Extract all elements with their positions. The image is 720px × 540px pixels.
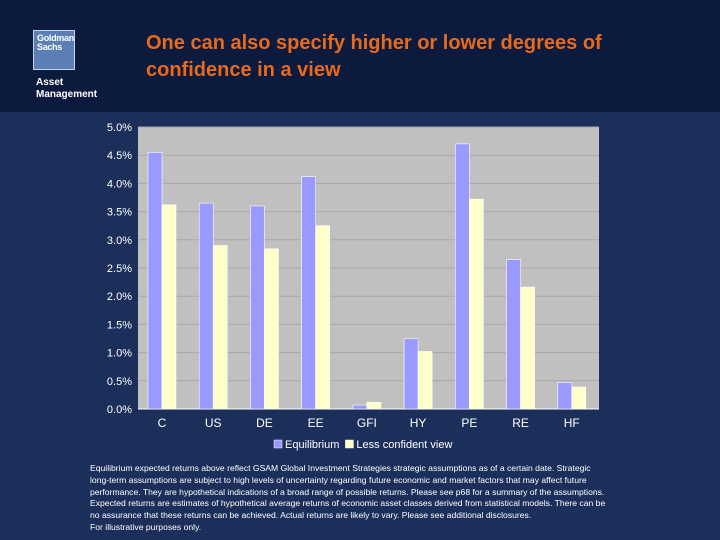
bar-equilibrium — [455, 143, 470, 410]
y-axis-ticks: 0.0% 0.5% 1.0% 1.5% 2.0% 2.5% 3.0% 3.5% 4.0% 4.5%… — [107, 122, 132, 416]
y-tick-label: 1.5% — [107, 319, 132, 331]
legend: Equilibrium Less confident view — [273, 439, 452, 451]
footnote-line-4: Expected returns are estimates of hypoth… — [90, 498, 606, 509]
y-tick-label: 5.0% — [107, 122, 132, 134]
bar-equilibrium — [301, 176, 316, 410]
x-tick-label: PE — [461, 416, 477, 430]
logo-line-1: Goldman — [37, 33, 74, 43]
goldman-sachs-logo: Goldman Sachs — [33, 30, 75, 70]
y-tick-label: 4.0% — [107, 178, 132, 190]
x-tick-label: C — [158, 416, 167, 430]
bar-less-confident — [417, 351, 433, 410]
y-tick-label: 2.0% — [107, 291, 132, 303]
bar-equilibrium — [198, 202, 214, 410]
bar-less-confident — [571, 386, 587, 410]
legend-label-equilibrium: Equilibrium — [285, 439, 339, 451]
bar-equilibrium — [403, 338, 419, 410]
x-tick-label: DE — [256, 416, 273, 430]
logo-line-2: Sachs — [37, 42, 63, 52]
y-tick-label: 0.5% — [107, 376, 132, 388]
x-tick-label: US — [205, 416, 222, 430]
x-tick-label: RE — [512, 416, 529, 430]
footnote-line-6: For illustrative purposes only. — [90, 521, 202, 532]
slide-title: One can also specify higher or lower deg… — [146, 30, 686, 84]
logo-sub-line-2: Management — [36, 89, 98, 100]
logo-subtitle: Asset Management — [36, 77, 97, 101]
bar-equilibrium — [506, 259, 521, 410]
bar-equilibrium — [250, 205, 265, 410]
title-line-1: One can also specify higher or lower deg… — [146, 32, 602, 54]
x-tick-label: HF — [564, 416, 580, 430]
bar-less-confident — [366, 401, 382, 410]
chart-frame: 0.0% 0.5% 1.0% 1.5% 2.0% 2.5% 3.0% 3.5% 4.0% 4.5%… — [92, 117, 602, 459]
y-tick-label: 4.5% — [107, 150, 132, 162]
bar-equilibrium — [557, 382, 573, 410]
footnote-line-5: no assurance that these returns can be a… — [90, 510, 532, 521]
y-tick-label: 0.0% — [107, 404, 132, 416]
footnote-line-3: performance. They are hypothetical indic… — [90, 486, 605, 497]
legend-swatch-equilibrium — [273, 439, 283, 449]
bar-less-confident — [212, 245, 228, 410]
y-tick-label: 3.5% — [107, 207, 132, 219]
bars — [147, 143, 587, 410]
bar-less-confident — [315, 225, 330, 410]
footnote: Equilibrium expected returns above refle… — [90, 463, 700, 534]
bar-less-confident — [161, 204, 177, 410]
legend-swatch-less-confident — [345, 439, 354, 449]
bar-chart: 0.0% 0.5% 1.0% 1.5% 2.0% 2.5% 3.0% 3.5% 4.0% 4.5%… — [107, 122, 599, 451]
bar-less-confident — [520, 286, 535, 410]
bar-less-confident — [469, 198, 484, 410]
x-tick-label: HY — [410, 416, 427, 430]
header-bar: Goldman Sachs Asset Management One can a… — [0, 0, 720, 112]
logo-sub-line-1: Asset — [36, 77, 64, 88]
y-tick-label: 1.0% — [107, 348, 132, 360]
y-tick-label: 2.5% — [107, 263, 132, 275]
bar-equilibrium — [352, 404, 368, 410]
x-tick-label: GFI — [357, 416, 377, 430]
footnote-line-1: Equilibrium expected returns above refle… — [90, 463, 591, 473]
title-line-2: confidence in a view — [146, 59, 341, 81]
x-tick-label: EE — [308, 416, 324, 430]
footnote-line-2: long-term assumptions are subject to hig… — [90, 474, 587, 485]
bar-less-confident — [264, 248, 279, 410]
legend-label-less-confident: Less confident view — [356, 439, 452, 451]
x-axis-ticks: C US DE EE GFI HY PE RE HF — [158, 416, 580, 430]
y-tick-label: 3.0% — [107, 235, 132, 247]
bar-equilibrium — [147, 152, 163, 410]
